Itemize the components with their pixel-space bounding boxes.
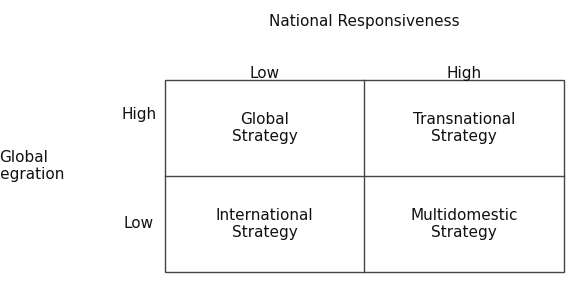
Text: National Responsiveness: National Responsiveness [269,14,460,29]
Text: Low: Low [249,66,280,81]
Text: International
Strategy: International Strategy [216,208,313,240]
Text: Global
Integration: Global Integration [0,150,65,182]
Text: High: High [446,66,481,81]
Text: Low: Low [124,216,154,231]
Text: Transnational
Strategy: Transnational Strategy [413,112,515,144]
Text: Multidomestic
Strategy: Multidomestic Strategy [410,208,517,240]
Text: Global
Strategy: Global Strategy [232,112,297,144]
Text: High: High [121,107,156,122]
Bar [165,80,564,272]
